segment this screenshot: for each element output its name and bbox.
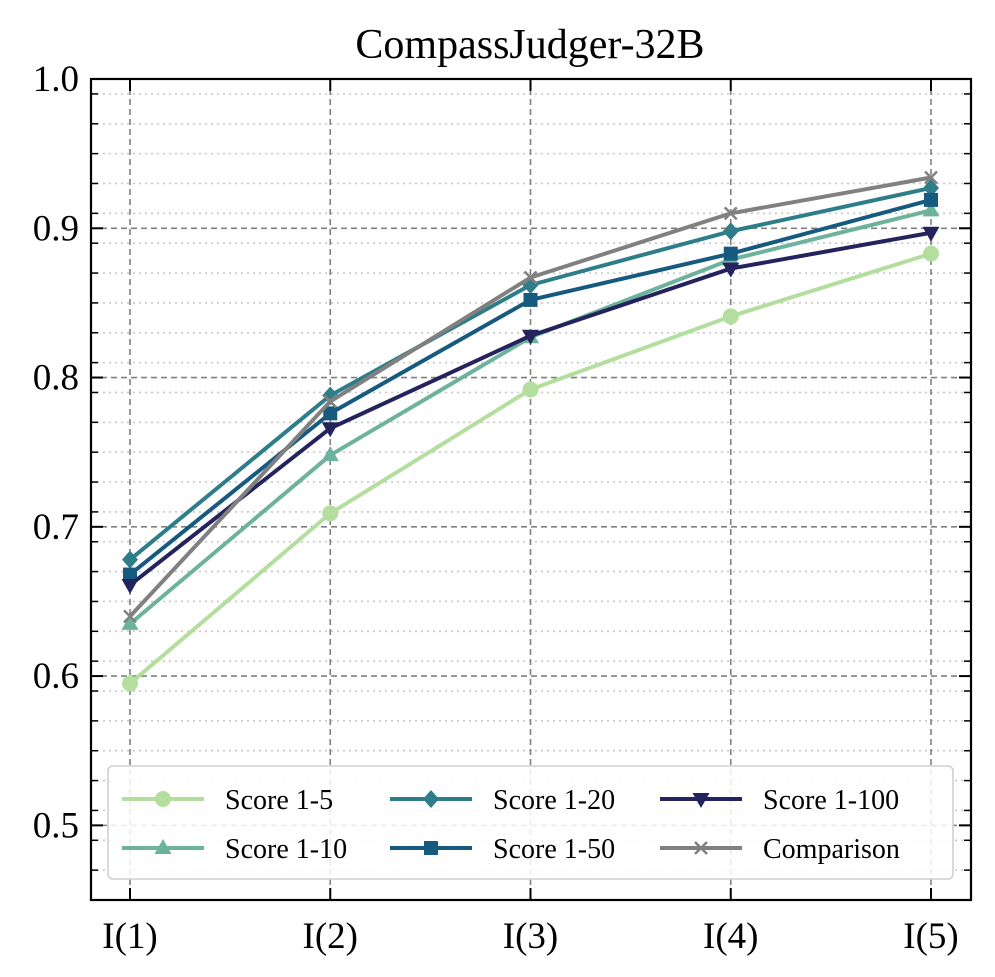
- series-lines: [121, 170, 940, 692]
- marker-triangle-down: [121, 579, 139, 595]
- legend-box: [107, 765, 954, 880]
- marker-diamond: [122, 550, 138, 569]
- marker-circle: [322, 505, 339, 522]
- x-tick-label: I(4): [703, 916, 758, 957]
- legend-label: Score 1-100: [763, 785, 899, 816]
- marker-x: [523, 270, 538, 285]
- legend-label: Score 1-50: [493, 834, 615, 865]
- marker-x: [323, 394, 338, 409]
- series-score-1-10: [121, 201, 940, 630]
- marker-x: [694, 841, 708, 855]
- x-tick-label: I(1): [102, 916, 157, 957]
- y-tick-label: 0.6: [33, 656, 79, 697]
- x-tick-label: I(5): [903, 916, 958, 957]
- marker-triangle-down: [321, 422, 339, 438]
- marker-diamond: [423, 790, 439, 808]
- marker-square: [723, 246, 738, 261]
- marker-x: [723, 206, 738, 221]
- marker-diamond: [722, 222, 739, 241]
- marker-circle: [722, 308, 739, 325]
- marker-x-stroke: [323, 394, 338, 409]
- legend-label: Score 1-20: [493, 785, 615, 816]
- marker-circle: [923, 245, 939, 262]
- plot-frame: [89, 77, 973, 902]
- marker-square: [924, 192, 938, 207]
- marker-x-stroke: [694, 841, 708, 855]
- marker-triangle-up: [154, 839, 172, 854]
- legend-item-score-1-50: Score 1-50: [390, 834, 615, 865]
- marker-circle: [155, 791, 171, 807]
- marker-square: [424, 841, 438, 855]
- legend-item-score-1-100: Score 1-100: [660, 785, 899, 816]
- legend-item-score-1-20: Score 1-20: [390, 785, 615, 816]
- marker-triangle-down: [722, 262, 740, 278]
- marker-x: [924, 170, 938, 185]
- marker-triangle-up: [321, 446, 339, 462]
- legend: Score 1-5 Score 1-10 Score 1-20 Score 1-50 S…: [107, 765, 954, 880]
- x-tick-label: I(3): [503, 916, 558, 957]
- marker-triangle-down: [922, 226, 940, 242]
- y-tick-label: 0.7: [33, 507, 79, 548]
- legend-label: Score 1-5: [225, 785, 333, 816]
- y-tick-label: 0.8: [33, 358, 79, 399]
- marker-diamond: [923, 178, 939, 197]
- series-score-1-50: [123, 192, 938, 582]
- chart-title: CompassJudger-32B: [355, 22, 704, 68]
- marker-x-stroke: [924, 170, 938, 185]
- marker-triangle-down: [522, 329, 539, 345]
- x-tick-label: I(2): [303, 916, 358, 957]
- y-tick-label: 1.0: [33, 59, 79, 100]
- marker-square: [123, 567, 137, 582]
- legend-item-score-1-10: Score 1-10: [122, 834, 347, 865]
- series-score-1-5: [122, 245, 939, 692]
- marker-square: [523, 292, 538, 307]
- legend-label: Comparison: [763, 834, 900, 865]
- series-score-1-100: [121, 226, 940, 595]
- series-score-1-20: [122, 178, 939, 569]
- marker-circle: [122, 675, 138, 692]
- marker-triangle-up: [121, 614, 139, 630]
- marker-x-stroke: [123, 609, 137, 624]
- marker-x-stroke: [723, 206, 738, 221]
- y-tick-label: 0.9: [33, 208, 79, 249]
- legend-item-score-1-5: Score 1-5: [122, 785, 333, 816]
- y-tick-label: 0.5: [33, 805, 79, 846]
- series-comparison: [123, 170, 938, 624]
- marker-circle: [522, 381, 539, 398]
- legend-label: Score 1-10: [225, 834, 347, 865]
- marker-x-stroke: [523, 270, 538, 285]
- marker-triangle-down: [692, 793, 710, 808]
- marker-triangle-up: [922, 201, 940, 217]
- marker-x: [123, 609, 137, 624]
- marker-square: [323, 406, 338, 421]
- legend-item-comparison: Comparison: [660, 834, 900, 865]
- axis-ticks: 0.5 0.6 0.7 0.8 0.9 1.0 I(1) I(2) I(3) I(4) I(5): [33, 59, 971, 957]
